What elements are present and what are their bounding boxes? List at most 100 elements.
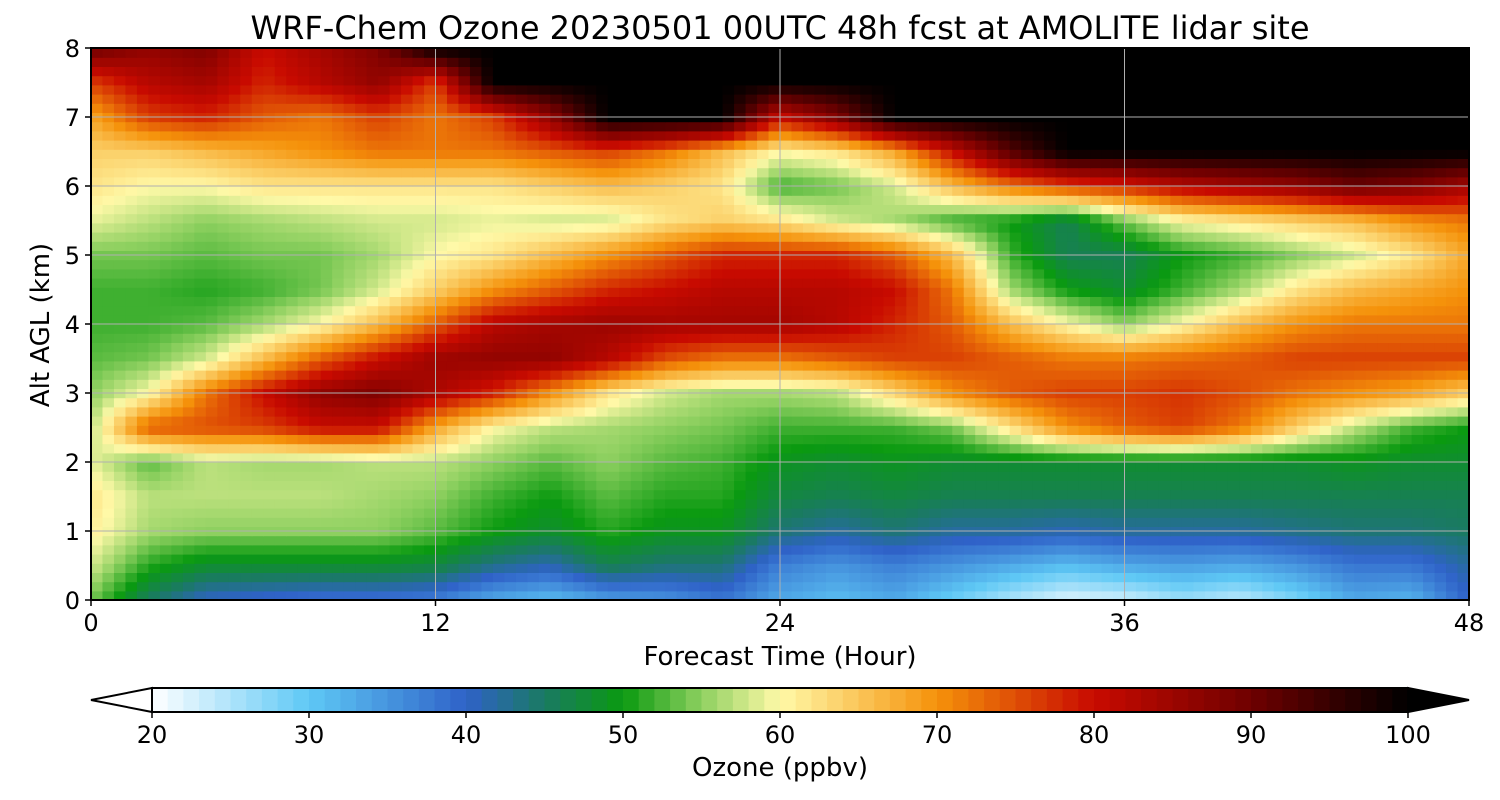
heat-cell [1078,572,1091,583]
heat-cell [550,480,563,491]
heat-cell [791,222,804,233]
heat-cell [1044,222,1057,233]
heat-cell [504,370,517,380]
heat-cell [584,268,597,279]
heat-cell [309,544,322,555]
heat-cell [251,259,264,270]
heat-cell [1296,443,1309,454]
heat-cell [309,498,322,509]
heat-cell [665,213,678,224]
heat-cell [1434,416,1447,426]
heat-cell [1124,489,1137,500]
heat-cell [1055,416,1068,426]
heat-cell [1078,554,1091,564]
heat-cell [642,370,655,380]
heat-cell [573,517,586,527]
heat-cell [688,416,701,426]
heat-cell [1457,342,1470,353]
heat-cell [1135,324,1149,334]
heat-cell [182,544,195,555]
heat-cell [722,544,735,555]
heat-cell [1434,397,1447,408]
heat-cell [975,232,988,242]
heat-cell [975,287,988,297]
heat-cell [1216,434,1229,445]
heat-cell [883,213,896,224]
heat-cell [102,287,115,297]
heat-cell [1135,278,1149,288]
heat-cell [940,222,953,233]
heat-cell [550,314,563,325]
heat-cell [1319,462,1332,472]
heat-cell [917,324,930,334]
heat-cell [734,351,747,362]
heat-cell [1078,287,1091,297]
heat-cell [148,278,161,288]
heat-cell [825,572,839,583]
heat-cell [251,554,264,564]
heat-cell [1388,416,1401,426]
heat-cell [274,498,287,509]
heat-cell [1124,241,1137,251]
heat-cell [332,498,345,509]
heat-cell [1101,268,1114,279]
heat-cell [1078,268,1091,279]
heat-cell [1250,425,1263,435]
heat-cell [1319,480,1332,491]
heat-cell [1021,259,1034,270]
heat-cell [1158,379,1172,389]
heat-cell [366,232,379,242]
heat-cell [332,397,345,408]
heat-cell [504,296,517,307]
heat-cell [1285,581,1298,592]
heat-cell [940,351,953,362]
heat-cell [1021,498,1034,509]
heat-cell [963,416,976,426]
heat-cell [653,259,666,270]
heat-cell [389,287,402,297]
heat-cell [837,287,850,297]
heat-cell [389,480,402,491]
heat-cell [159,360,172,371]
heat-cell [975,222,988,233]
heat-cell [309,333,322,343]
heat-cell [1055,342,1068,353]
heat-cell [446,213,460,224]
heat-cell [469,351,483,362]
heat-cell [1296,462,1309,472]
heat-cell [205,232,218,242]
heat-cell [1262,259,1275,270]
heat-cell [1423,462,1436,472]
heat-cell [780,360,793,371]
heat-cell [1262,590,1275,601]
heat-cell [515,563,528,573]
heat-cell [917,333,930,343]
heat-cell [401,498,414,509]
heat-cell [1067,259,1080,270]
heat-cell [780,241,793,251]
heat-cell [1411,508,1424,518]
heat-cell [378,471,391,481]
heat-cell [802,563,816,573]
heat-cell [91,563,104,573]
heat-cell [1262,480,1275,491]
heat-cell [217,351,230,362]
heat-cell [665,305,678,316]
heat-cell [458,370,471,380]
heat-cell [825,535,839,546]
heat-cell [320,213,333,224]
heat-cell [159,443,172,454]
heat-cell [378,379,391,389]
heat-cell [1342,241,1355,251]
heat-cell [401,305,414,316]
heat-cell [286,305,299,316]
heat-cell [1434,535,1447,546]
heat-cell [1273,287,1286,297]
heat-cell [998,434,1011,445]
heat-cell [1354,462,1367,472]
heat-cell [91,535,104,546]
heat-cell [332,452,345,463]
heat-cell [1204,498,1217,509]
heat-cell [297,416,310,426]
heat-cell [424,572,437,583]
